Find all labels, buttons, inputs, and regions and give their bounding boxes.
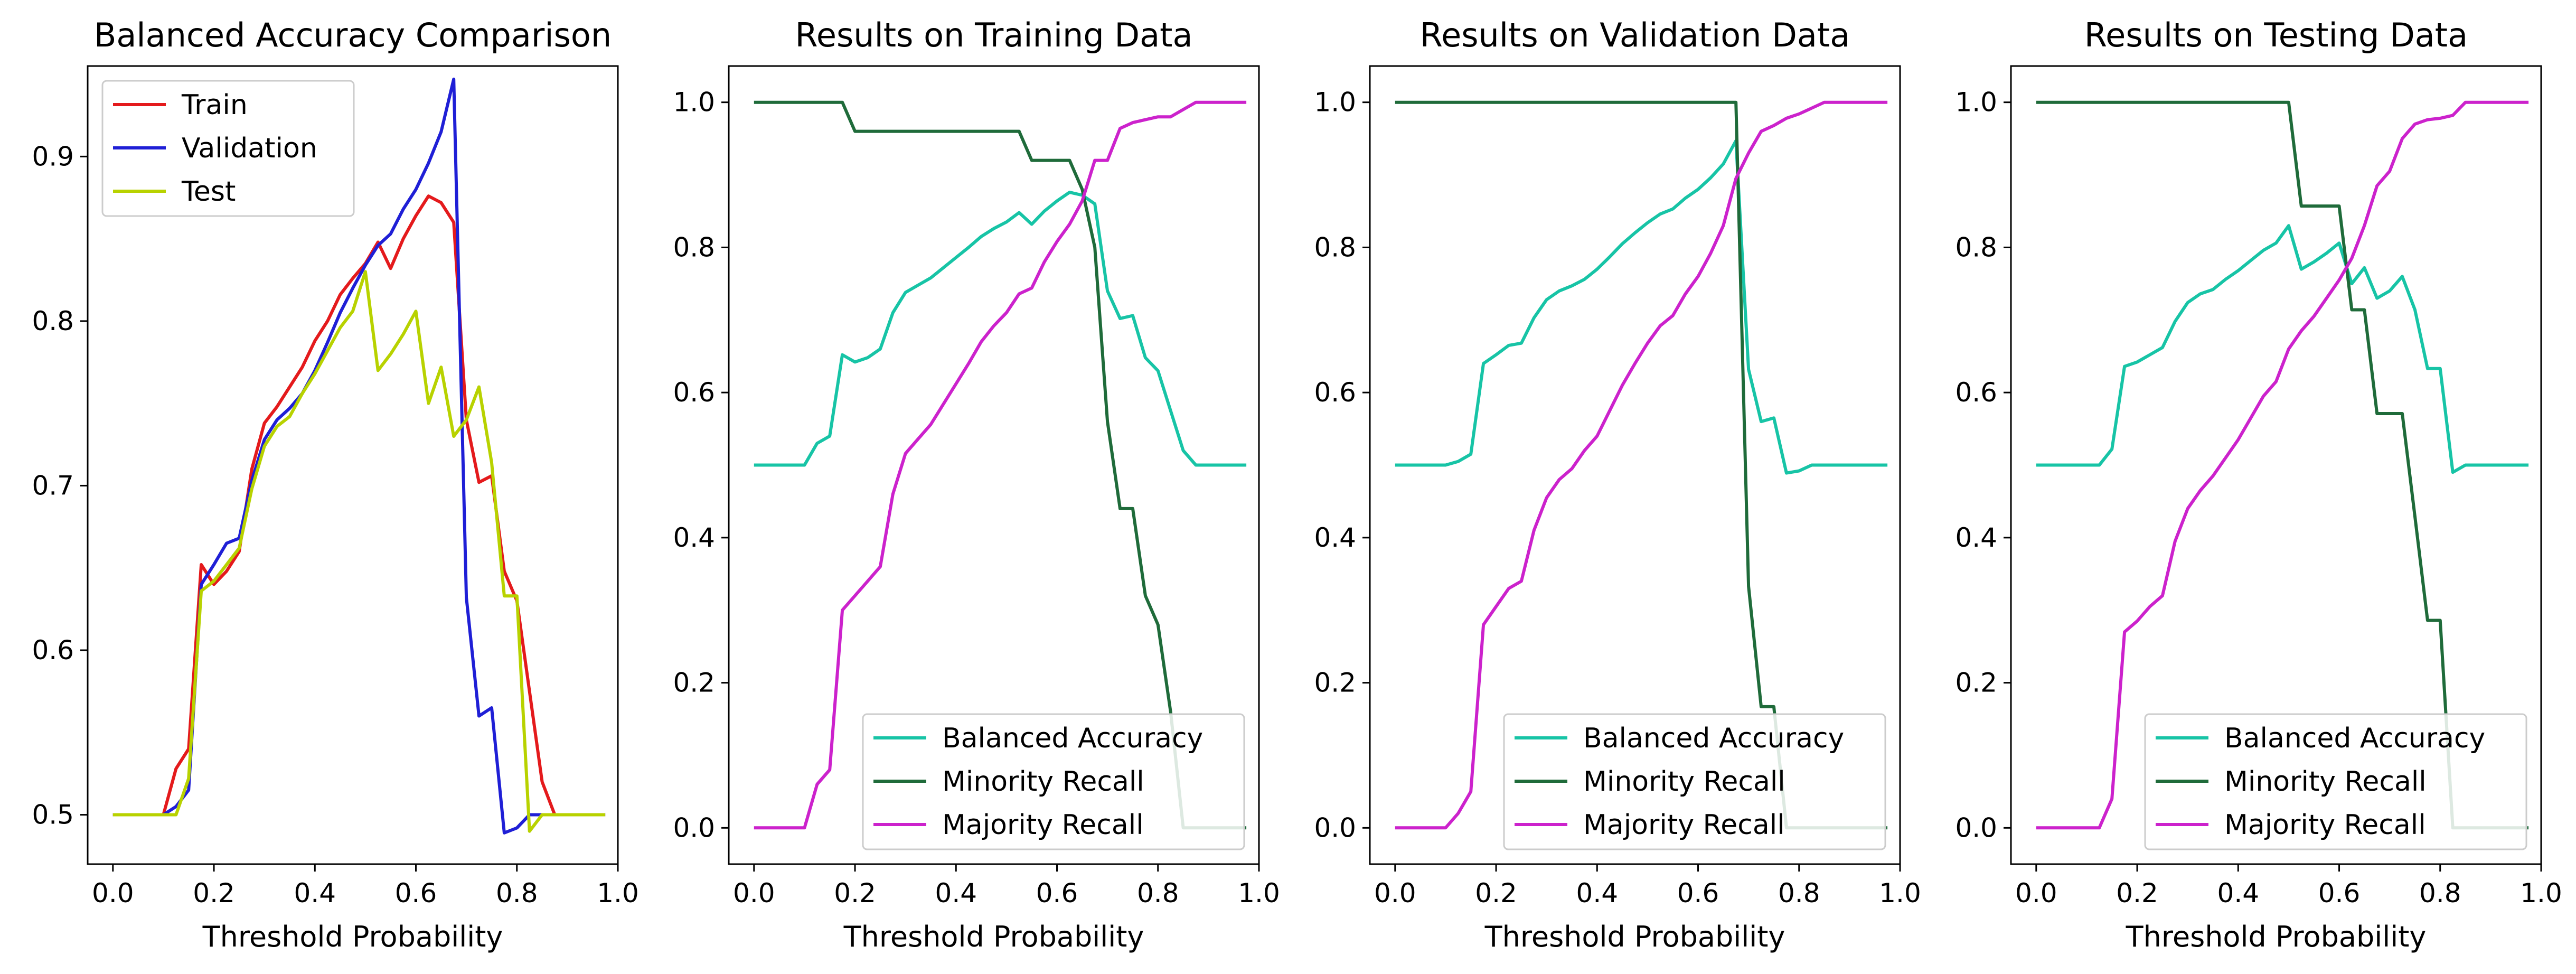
x-tick-label: 0.8 [1778, 878, 1820, 909]
x-tick-label: 1.0 [1238, 878, 1280, 909]
legend: Train Validation Test [101, 80, 355, 217]
series-line-test [112, 270, 606, 833]
y-tick-label: 0.8 [673, 232, 715, 263]
series-line-majority-recall [1395, 100, 1888, 830]
y-tick-label: 0.0 [673, 812, 715, 843]
x-axis-label: Threshold Probability [202, 920, 503, 953]
x-axis-label: Threshold Probability [843, 920, 1144, 953]
legend-box [862, 713, 1245, 850]
y-tick-label: 0.8 [32, 306, 74, 336]
legend-label: Minority Recall [942, 766, 1144, 798]
panel-training-results: Results on Training Data Threshold Proba… [673, 16, 1280, 953]
panel-testing-results: Results on Testing Data Threshold Probab… [1955, 16, 2562, 953]
x-tick-label: 0.4 [935, 878, 977, 909]
x-tick-label: 0.4 [2217, 878, 2260, 909]
series-line-balanced-accuracy [754, 191, 1247, 467]
y-tick-label: 0.6 [1314, 377, 1356, 408]
x-tick-label: 0.0 [92, 878, 134, 909]
series-line-minority-recall [754, 100, 1247, 830]
y-tick-label: 1.0 [673, 87, 715, 118]
x-tick-label: 0.0 [733, 878, 775, 909]
legend-label: Majority Recall [2224, 809, 2426, 841]
y-tick-label: 0.7 [32, 470, 74, 501]
y-tick-label: 1.0 [1955, 87, 1997, 118]
y-tick-label: 0.8 [1955, 232, 1997, 263]
x-axis-label: Threshold Probability [2126, 920, 2427, 953]
y-tick-label: 0.2 [1955, 668, 1997, 698]
y-tick-label: 0.9 [32, 141, 74, 172]
y-tick-label: 0.0 [1314, 812, 1356, 843]
legend-label: Balanced Accuracy [942, 723, 1203, 754]
axes-frame [2010, 65, 2542, 865]
panel-balanced-accuracy-comparison: Balanced Accuracy Comparison Threshold P… [32, 16, 638, 953]
series-line-balanced-accuracy [1395, 139, 1888, 475]
y-tick-label: 0.6 [1955, 377, 1997, 408]
x-tick-label: 0.0 [2015, 878, 2057, 909]
legend: Balanced Accuracy Minority Recall Majority… [2144, 713, 2527, 850]
panel-validation-results: Results on Validation Data Threshold Pro… [1314, 16, 1921, 953]
x-tick-label: 0.6 [1677, 878, 1719, 909]
x-tick-label: 0.8 [2419, 878, 2461, 909]
y-tick-label: 0.2 [1314, 668, 1356, 698]
legend-label: Majority Recall [942, 809, 1144, 841]
legend-label: Validation [182, 133, 317, 164]
legend-label: Minority Recall [1583, 766, 1785, 798]
series-line-majority-recall [2036, 100, 2529, 830]
x-tick-label: 0.6 [2318, 878, 2361, 909]
panel-title: Results on Testing Data [2084, 16, 2468, 54]
x-tick-label: 0.4 [294, 878, 336, 909]
y-tick-label: 0.8 [1314, 232, 1356, 263]
y-tick-label: 0.5 [32, 800, 74, 830]
x-tick-label: 0.6 [395, 878, 437, 909]
x-tick-label: 0.2 [2116, 878, 2158, 909]
x-tick-label: 0.8 [1137, 878, 1179, 909]
y-tick-label: 1.0 [1314, 87, 1356, 118]
x-tick-label: 0.0 [1374, 878, 1416, 909]
legend-label: Minority Recall [2224, 766, 2427, 798]
axes-frame [87, 65, 619, 865]
y-tick-label: 0.6 [32, 635, 74, 666]
legend: Balanced Accuracy Minority Recall Majority… [1503, 713, 1886, 850]
legend-label: Balanced Accuracy [2224, 723, 2485, 754]
x-axis-label: Threshold Probability [1484, 920, 1785, 953]
x-tick-label: 1.0 [597, 878, 639, 909]
y-tick-label: 0.4 [673, 522, 715, 553]
x-tick-label: 1.0 [1879, 878, 1921, 909]
y-tick-label: 0.4 [1314, 522, 1356, 553]
legend-box [101, 80, 355, 217]
axes-frame [1369, 65, 1901, 865]
x-tick-label: 1.0 [2520, 878, 2562, 909]
y-tick-label: 0.4 [1955, 522, 1997, 553]
legend: Balanced Accuracy Minority Recall Majority… [862, 713, 1245, 850]
legend-label: Train [181, 89, 248, 121]
legend-label: Test [181, 176, 236, 208]
legend-label: Majority Recall [1583, 809, 1785, 841]
x-tick-label: 0.2 [834, 878, 876, 909]
x-tick-label: 0.2 [193, 878, 235, 909]
axes-frame [728, 65, 1260, 865]
series-line-majority-recall [754, 100, 1247, 830]
panel-title: Balanced Accuracy Comparison [94, 16, 612, 54]
legend-box [2144, 713, 2527, 850]
x-tick-label: 0.4 [1576, 878, 1619, 909]
panel-title: Results on Validation Data [1420, 16, 1850, 54]
legend-label: Balanced Accuracy [1583, 723, 1844, 754]
y-tick-label: 0.6 [673, 377, 715, 408]
y-tick-label: 0.0 [1955, 812, 1997, 843]
series-line-balanced-accuracy [2036, 224, 2529, 474]
legend-box [1503, 713, 1886, 850]
x-tick-label: 0.8 [496, 878, 538, 909]
y-tick-label: 0.2 [673, 668, 715, 698]
series-line-train [112, 194, 606, 817]
x-tick-label: 0.6 [1036, 878, 1078, 909]
x-tick-label: 0.2 [1475, 878, 1517, 909]
panel-title: Results on Training Data [795, 16, 1193, 54]
